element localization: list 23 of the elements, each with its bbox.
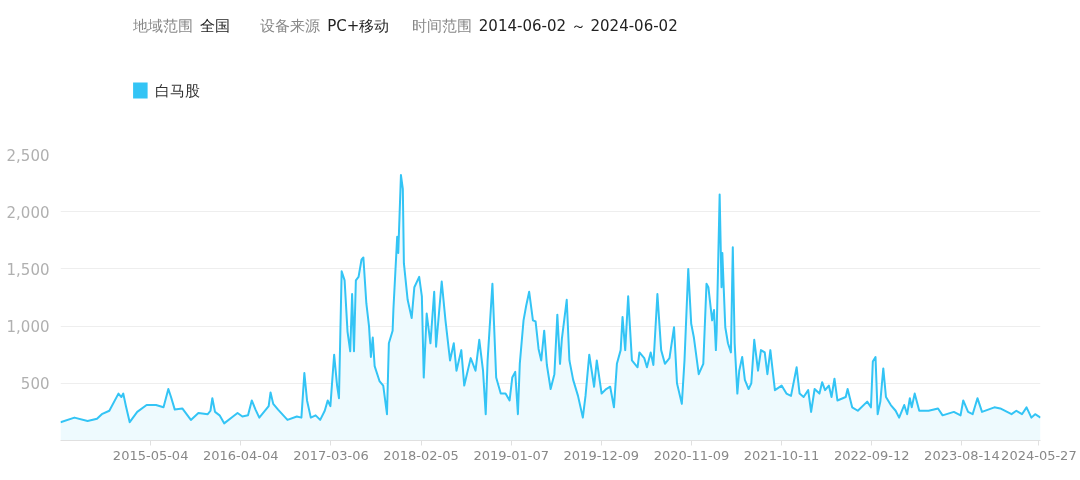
text: 时间范围 [411,16,472,35]
text: 全国 [200,16,231,35]
y-tick-label: 1,000 [6,318,50,337]
y-tick-label: 1,500 [6,260,50,279]
x-tick-label: 2023-08-14 [924,447,1000,463]
y-tick-label: 500 [20,375,50,394]
text: 设备来源 [260,16,321,35]
x-tick-label: 2017-03-06 [293,447,369,463]
text: PC+移动 [327,16,390,35]
x-tick-label: 2024-05-27 [1001,447,1077,463]
x-tick-label: 2019-01-07 [473,447,549,463]
y-tick-label: 2,500 [6,146,50,165]
x-tick-label: 2020-11-09 [653,447,730,463]
x-tick-label: 2019-12-09 [563,447,640,463]
x-tick-label: 2022-09-12 [833,447,910,463]
text: 地域范围 [132,16,194,35]
x-tick-label: 2018-02-05 [383,447,459,463]
text: 2014-06-02 ～ 2024-06-02 [478,16,678,35]
x-tick-label: 2015-05-04 [112,447,189,463]
x-tick-label: 2021-10-11 [743,447,820,463]
x-tick-label: 2016-04-04 [203,447,279,463]
legend-label: 白马股 [154,81,200,100]
y-tick-label: 2,000 [6,203,50,222]
